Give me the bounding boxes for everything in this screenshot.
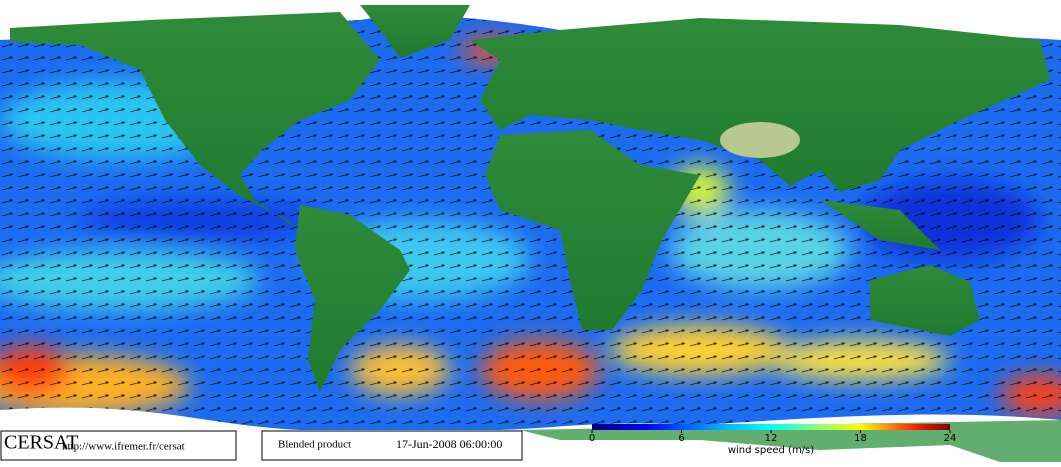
tick-label: 24 <box>944 433 957 444</box>
date: 17-Jun-2008 06:00:00 <box>396 437 502 451</box>
colorbar <box>592 424 950 430</box>
product-box <box>261 430 523 461</box>
tick-label: 12 <box>765 433 778 444</box>
tick-label: 0 <box>589 433 595 444</box>
antarctica <box>520 420 1061 462</box>
product: Blended product <box>278 439 351 451</box>
colorbar-ticks: 0 6 12 18 24 <box>589 430 957 444</box>
colorbar-label: wind speed (m/s) <box>728 445 814 456</box>
continents <box>10 5 1050 392</box>
tick-label: 18 <box>854 433 867 444</box>
arctic-ice <box>0 0 1061 40</box>
logo: CERSAT <box>4 432 78 454</box>
url: http://www.ifremer.fr/cersat <box>62 441 185 453</box>
logo-box <box>0 430 237 461</box>
tick-label: 6 <box>678 433 684 444</box>
